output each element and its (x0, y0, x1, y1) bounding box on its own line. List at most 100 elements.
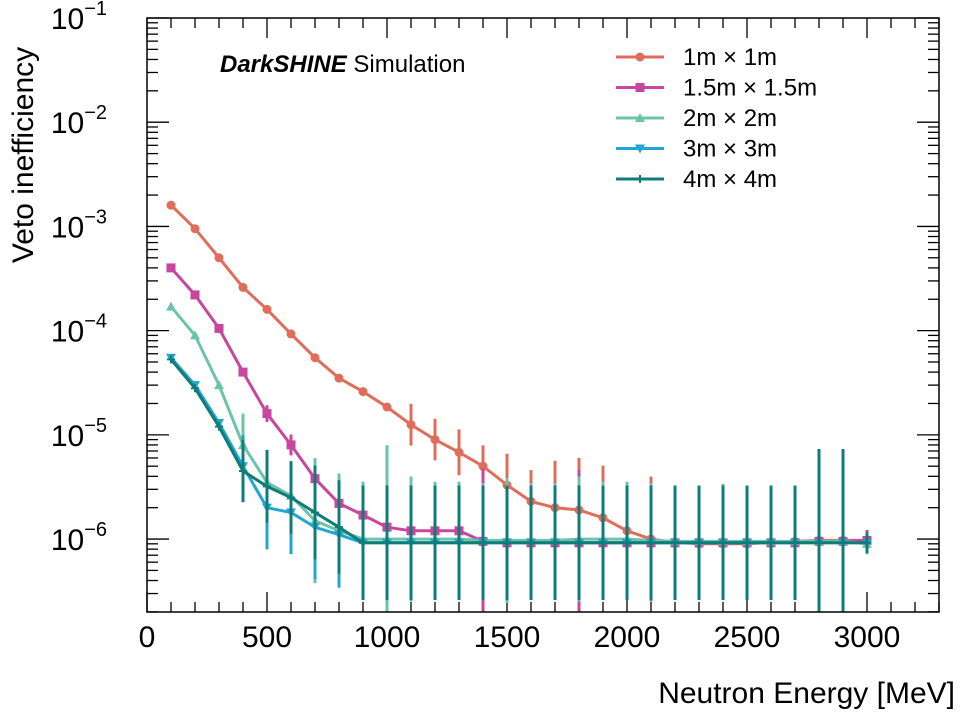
annotation-rest: Simulation (347, 51, 466, 78)
data-point (238, 367, 248, 377)
data-point (190, 224, 200, 234)
data-point (719, 538, 727, 547)
data-point (623, 538, 631, 547)
series-layer (166, 200, 872, 612)
data-point (262, 409, 272, 419)
data-point (190, 290, 200, 300)
data-point (406, 420, 416, 430)
y-tick-label: 10−6 (51, 519, 107, 557)
data-point (695, 538, 703, 547)
data-point (286, 440, 296, 450)
x-tick-label: 0 (139, 621, 156, 654)
legend-item: 1.5m × 1.5m (616, 75, 817, 102)
series-line (169, 356, 867, 545)
legend-label: 1.5m × 1.5m (683, 75, 817, 102)
data-point (382, 402, 392, 412)
data-point (635, 113, 645, 122)
data-point (791, 538, 799, 547)
data-point (383, 538, 391, 547)
series-line (169, 358, 867, 545)
data-point (358, 387, 368, 397)
data-point (743, 538, 751, 547)
data-point (636, 175, 644, 183)
data-point (575, 538, 583, 547)
data-point (166, 301, 176, 311)
data-point (503, 538, 511, 547)
data-point (214, 253, 224, 263)
data-point (431, 538, 439, 547)
legend-item: 3m × 3m (616, 136, 777, 163)
data-point (839, 538, 847, 547)
x-axis-title: Neutron Energy [MeV] (658, 677, 955, 710)
data-point (191, 384, 199, 393)
data-point (647, 538, 655, 547)
data-point (190, 330, 200, 340)
data-point (286, 329, 296, 339)
data-point (407, 538, 415, 547)
y-tick-labels: 10−1 10−2 10−3 10−4 10−5 10−6 (51, 0, 107, 557)
y-tick-label: 10−1 (51, 0, 107, 36)
data-point (430, 435, 440, 445)
plot-frame (146, 17, 940, 613)
legend-label: 1m × 1m (683, 44, 777, 71)
data-point (167, 355, 175, 364)
data-point (455, 538, 463, 547)
axis-ticks (146, 17, 940, 613)
data-point (479, 538, 487, 547)
y-tick-label: 10−2 (51, 102, 107, 140)
data-point (263, 482, 271, 491)
legend-item: 4m × 4m (616, 166, 777, 193)
data-point (599, 538, 607, 547)
legend-item: 2m × 2m (616, 105, 777, 132)
y-axis-title: Veto inefficiency (7, 47, 40, 263)
data-point (262, 304, 272, 314)
data-point (166, 200, 176, 210)
x-tick-label: 2500 (714, 621, 781, 654)
x-tick-label: 1500 (474, 621, 541, 654)
series-line (169, 204, 867, 546)
data-point (238, 282, 248, 292)
data-point (215, 422, 223, 431)
legend-label: 4m × 4m (683, 166, 777, 193)
data-point (478, 461, 488, 471)
legend-label: 3m × 3m (683, 136, 777, 163)
data-point (239, 466, 247, 475)
series-line (169, 266, 868, 545)
x-tick-labels: 0 500 1000 1500 2000 2500 3000 (139, 621, 901, 654)
data-point (635, 83, 645, 92)
data-point (334, 373, 344, 383)
data-point (527, 538, 535, 547)
data-point (635, 52, 645, 62)
x-tick-label: 3000 (834, 621, 901, 654)
y-tick-label: 10−5 (51, 415, 107, 453)
annotation-brand: DarkSHINE (220, 51, 348, 78)
series-4 (166, 353, 872, 595)
x-tick-label: 1000 (354, 621, 421, 654)
data-point (815, 538, 823, 547)
series-5 (167, 355, 871, 612)
x-tick-label: 2000 (594, 621, 661, 654)
data-point (551, 538, 559, 547)
data-point (863, 538, 871, 547)
data-point (214, 380, 224, 390)
data-point (287, 493, 295, 502)
data-point (767, 538, 775, 547)
simulation-annotation: DarkSHINE Simulation (220, 51, 465, 78)
data-point (359, 538, 367, 547)
data-point (310, 353, 320, 363)
legend: 1m × 1m 1.5m × 1.5m 2m × 2m 3m × 3m 4m × 4m (616, 44, 817, 193)
data-point (671, 538, 679, 547)
y-tick-label: 10−4 (51, 311, 107, 349)
data-point (335, 523, 343, 532)
data-point (166, 263, 176, 273)
data-point (635, 144, 645, 154)
x-tick-label: 500 (242, 621, 292, 654)
y-tick-label: 10−3 (51, 206, 107, 244)
legend-item: 1m × 1m (616, 44, 777, 71)
data-point (311, 508, 319, 517)
legend-label: 2m × 2m (683, 105, 777, 132)
data-point (214, 323, 224, 333)
data-point (454, 447, 464, 457)
series-3 (166, 301, 872, 612)
